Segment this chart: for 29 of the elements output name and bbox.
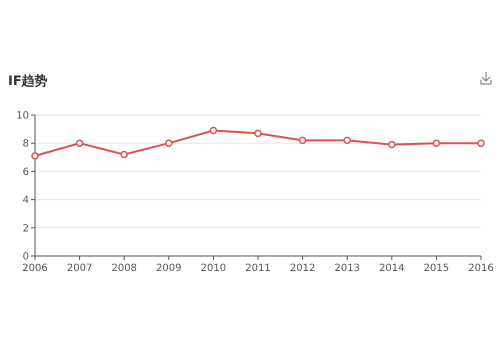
- y-tick-label: 8: [22, 138, 29, 150]
- point: [254, 130, 262, 138]
- x-tick-label: 2015: [424, 263, 450, 274]
- y-tick-label: 0: [22, 252, 29, 262]
- point: [477, 139, 485, 147]
- x-tick-label: 2009: [156, 263, 182, 274]
- x-tick-label: 2007: [66, 263, 92, 274]
- x-tick-label: 2013: [334, 263, 360, 274]
- x-tick-label: 2014: [379, 263, 405, 274]
- y-tick-label: 6: [22, 166, 29, 178]
- x-tick-label: 2011: [245, 263, 271, 274]
- y-tick-label: 10: [16, 110, 29, 122]
- x-tick-label: 2016: [468, 263, 494, 274]
- x-tick-label: 2012: [290, 263, 316, 274]
- point: [432, 139, 440, 147]
- x-tick-label: 2010: [200, 263, 226, 274]
- point: [31, 152, 39, 160]
- point: [165, 139, 173, 147]
- chart-title: IF趋势: [8, 73, 48, 89]
- x-tick-label: 2008: [111, 263, 137, 274]
- point: [388, 140, 396, 148]
- y-tick-label: 2: [22, 223, 29, 234]
- point: [210, 126, 218, 134]
- x-tick-label: 2006: [22, 263, 48, 274]
- point: [76, 139, 84, 147]
- point: [343, 136, 351, 144]
- y-tick-label: 4: [22, 195, 29, 206]
- point: [120, 150, 128, 158]
- point: [298, 136, 306, 144]
